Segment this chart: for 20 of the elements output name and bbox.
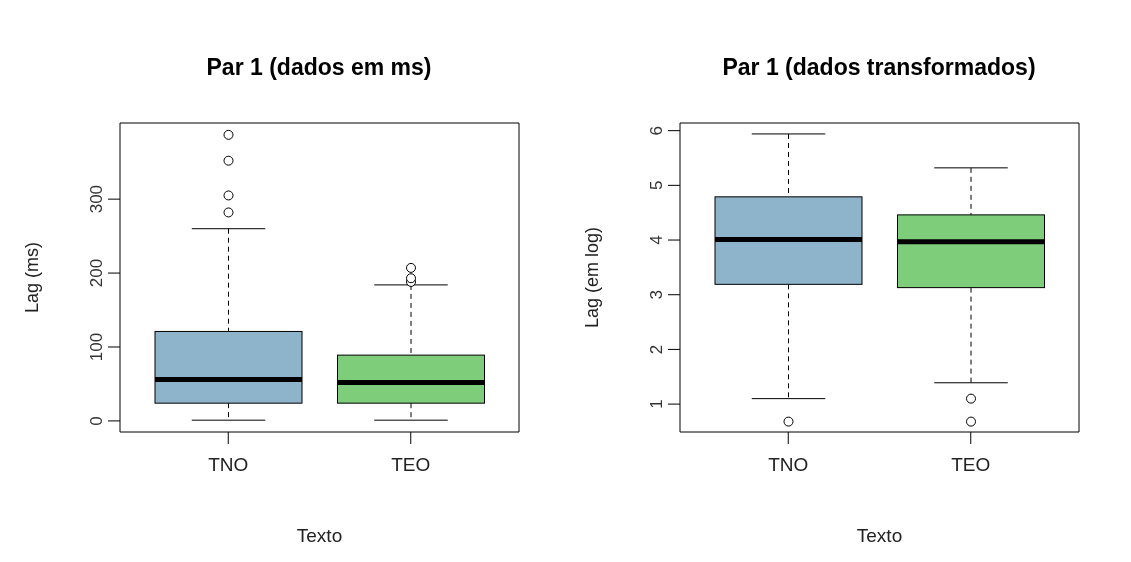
y-tick-label: 2 bbox=[647, 344, 666, 355]
x-tick-label: TNO bbox=[208, 454, 249, 476]
chart-title: Par 1 (dados em ms) bbox=[205, 53, 433, 82]
y-tick-label: 300 bbox=[87, 184, 106, 214]
chart-title: Par 1 (dados transformados) bbox=[721, 53, 1037, 82]
y-tick-label: 4 bbox=[647, 235, 666, 245]
y-tick-label: 1 bbox=[647, 399, 666, 409]
y-axis-title: Lag (em log) bbox=[582, 226, 603, 329]
y-axis-title: Lag (ms) bbox=[22, 241, 43, 314]
x-tick-label: TEO bbox=[951, 454, 991, 476]
y-tick-label: 0 bbox=[87, 416, 106, 426]
y-tick-label: 100 bbox=[87, 332, 106, 362]
y-tick-label: 5 bbox=[647, 180, 666, 191]
x-axis-title: Texto bbox=[856, 525, 903, 546]
x-tick-label: TEO bbox=[391, 454, 431, 476]
y-tick-label: 6 bbox=[647, 125, 666, 136]
x-tick-label: TNO bbox=[768, 454, 809, 476]
y-tick-label: 3 bbox=[647, 289, 666, 300]
y-tick-label: 200 bbox=[87, 258, 106, 288]
x-axis-title: Texto bbox=[296, 525, 343, 546]
